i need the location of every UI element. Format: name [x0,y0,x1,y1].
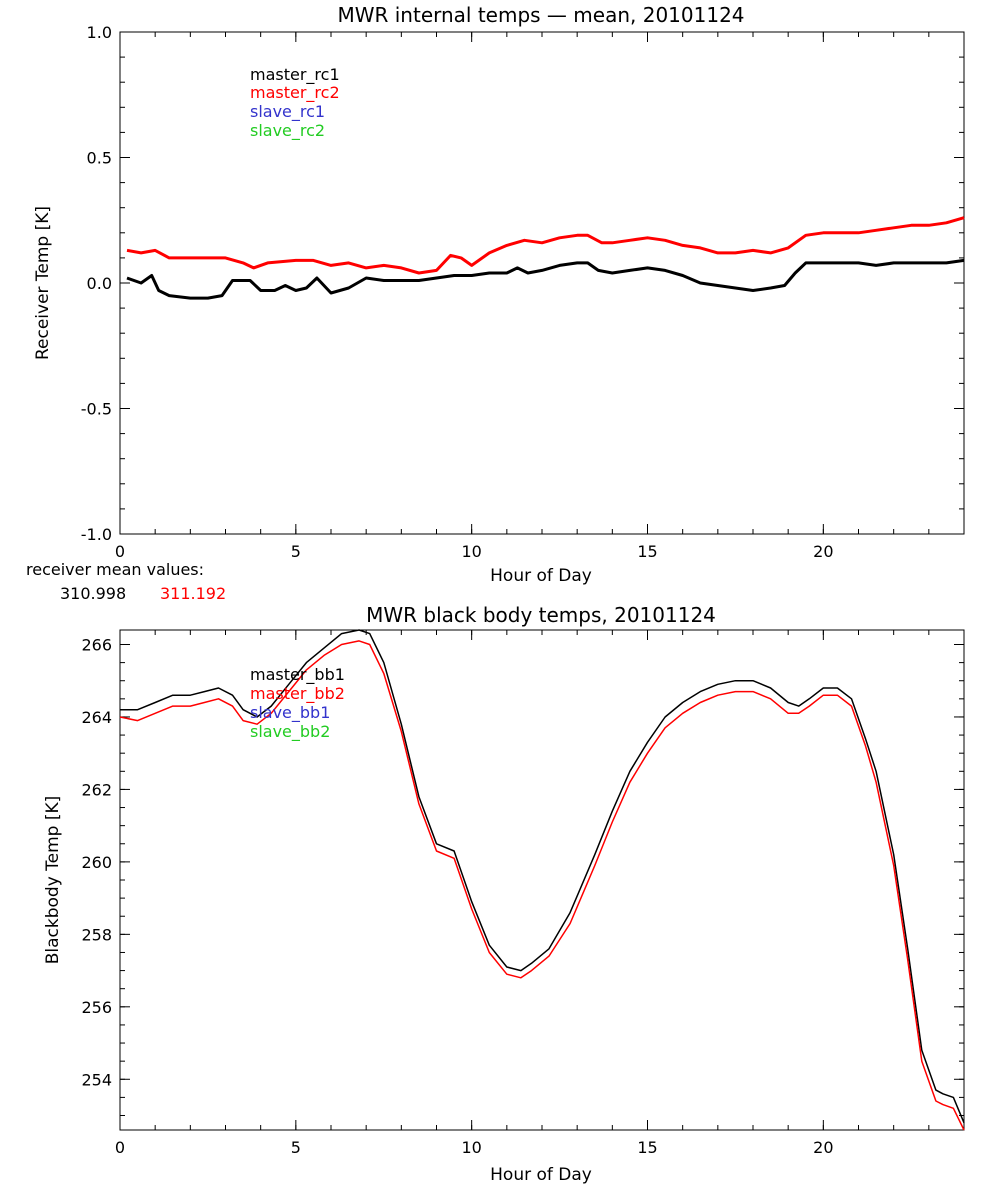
y-tick-label: 262 [81,780,112,799]
x-axis-label: Hour of Day [490,566,592,586]
legend-entry: master_rc1 [250,65,340,85]
mean-value: 310.998 [60,584,126,603]
x-tick-labels: 0 5 10 15 20 [115,542,834,561]
legend: master_bb1 master_bb2 slave_bb1 slave_bb… [250,665,345,742]
legend-entry: slave_bb2 [250,722,330,742]
series-line-master_bb2 [119,640,965,1131]
series-line-master_rc1 [126,258,965,300]
x-tick-label: 0 [115,1138,125,1157]
x-tick-label: 15 [637,542,657,561]
legend-entry: slave_rc1 [250,102,325,122]
legend-entry: master_bb1 [250,665,345,685]
axis-ticks [119,630,965,1130]
x-tick-label: 5 [291,542,301,561]
y-tick-label: -0.5 [81,400,112,419]
x-tick-label: 15 [637,1138,657,1157]
legend-entry: slave_rc2 [250,121,325,141]
y-axis-label: Blackbody Temp [K] [43,796,63,965]
legend: master_rc1 master_rc2 slave_rc1 slave_rc… [250,65,340,141]
y-tick-label: 260 [81,853,112,872]
y-tick-label: 264 [81,708,112,727]
chart-title: MWR internal temps — mean, 20101124 [337,3,744,27]
series-line-master_bb1 [120,629,965,1124]
blackbody-temp-chart: MWR black body temps, 20101124 254 256 258… [43,603,965,1185]
mean-values-label: receiver mean values: [26,560,204,579]
y-tick-labels: 254 256 258 260 262 264 266 [81,635,112,1089]
plot-frame [119,31,965,535]
y-tick-labels: -1.0 -0.5 0.0 0.5 1.0 [81,23,112,544]
series-group [119,629,965,1131]
y-tick-label: 0.0 [87,274,112,293]
axis-ticks [119,31,965,535]
chart-title: MWR black body temps, 20101124 [366,603,716,627]
x-tick-label: 0 [115,542,125,561]
y-axis-label: Receiver Temp [K] [33,206,53,360]
y-tick-label: 0.5 [87,149,112,168]
y-tick-label: 1.0 [87,23,112,42]
series-line-master_rc2 [126,216,965,275]
x-tick-label: 10 [461,542,481,561]
receiver-mean-annotation: receiver mean values: 310.998 311.192 [26,560,226,603]
x-axis-label: Hour of Day [490,1165,592,1185]
plot-frame [119,629,965,1131]
legend-entry: slave_bb1 [250,703,330,723]
x-tick-label: 10 [461,1138,481,1157]
y-tick-label: 258 [81,925,112,944]
x-tick-labels: 0 5 10 15 20 [115,1138,834,1157]
y-tick-label: -1.0 [81,525,112,544]
y-tick-label: 254 [81,1070,112,1089]
legend-entry: master_bb2 [250,684,345,704]
series-group [126,216,965,300]
legend-entry: master_rc2 [250,83,340,103]
y-tick-label: 266 [81,635,112,654]
y-tick-label: 256 [81,998,112,1017]
mean-value: 311.192 [160,584,226,603]
x-tick-label: 20 [813,542,833,561]
x-tick-label: 5 [291,1138,301,1157]
x-tick-label: 20 [813,1138,833,1157]
receiver-temp-chart: MWR internal temps — mean, 20101124 -1.0… [26,3,965,603]
